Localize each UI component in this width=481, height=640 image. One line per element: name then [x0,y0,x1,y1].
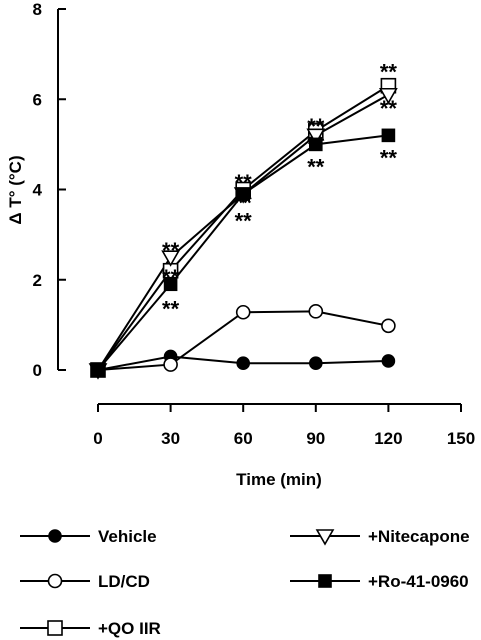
x-tick-label: 60 [234,429,253,448]
x-tick-label: 30 [161,429,180,448]
x-axis-label: Time (min) [236,470,322,489]
series-markers [88,77,398,380]
y-tick-label: 8 [33,0,42,19]
legend-marker-ro-41-0960 [318,574,332,588]
axes [57,8,462,412]
legend-marker-nitecapone [315,529,335,546]
x-tick-label: 150 [447,429,475,448]
y-axis-label: Δ T° (°C) [6,155,25,224]
data-point-ld-cd [163,357,178,372]
significance-mark: ** [380,96,398,121]
y-tick-label: 6 [33,90,42,109]
data-point-vehicle [381,354,396,368]
data-point-vehicle [236,356,250,371]
significance-mark: ** [162,297,180,322]
legend-label-nitecapone: +Nitecapone [368,527,470,546]
y-tick-label: 0 [33,361,42,380]
data-point-nitecapone [379,87,398,105]
legend-label-ro-41-0960: +Ro-41-0960 [368,572,469,591]
significance-mark: ** [307,114,325,139]
data-point-ld-cd [308,304,324,319]
legend: Vehicle +Nitecapone LD/CD +Ro-41-0960 +QO II… [20,527,470,638]
significance-mark: ** [380,60,398,85]
y-tick-label: 2 [33,271,42,290]
significance-mark: ** [307,132,325,157]
data-point-ld-cd [381,318,396,334]
data-point-ro-41-0960 [308,137,323,152]
data-point-nitecapone [306,128,326,145]
legend-label-qo-iir: +QO IIR [98,619,161,638]
legend-marker-vehicle [48,529,62,543]
significance-mark: ** [162,265,180,290]
legend-marker-qo-iir [47,620,63,636]
legend-label-ld-cd: LD/CD [98,572,150,591]
legend-marker-ld-cd [47,573,63,589]
x-tick-label: 120 [374,429,402,448]
data-point-ro-41-0960 [381,128,396,143]
data-point-nitecapone [161,250,180,267]
significance-annotations: ************************ [162,60,397,322]
significance-mark: ** [162,238,180,263]
legend-label-vehicle: Vehicle [98,527,157,546]
x-tick-labels: 0 30 60 90 120 150 [93,429,475,448]
data-point-ro-41-0960 [91,363,105,377]
significance-mark: ** [380,145,398,170]
significance-mark: ** [235,191,253,216]
x-tick-label: 90 [306,429,325,448]
significance-mark: ** [307,154,325,179]
significance-mark: ** [235,170,253,195]
data-point-ro-41-0960 [236,187,250,201]
data-point-ro-41-0960 [163,277,178,292]
y-tick-labels: 0 2 4 6 8 [33,0,43,380]
data-point-vehicle [308,356,323,371]
x-tick-label: 0 [93,429,102,448]
y-tick-label: 4 [33,181,43,200]
significance-mark: ** [235,209,253,234]
data-point-ld-cd [235,304,251,320]
